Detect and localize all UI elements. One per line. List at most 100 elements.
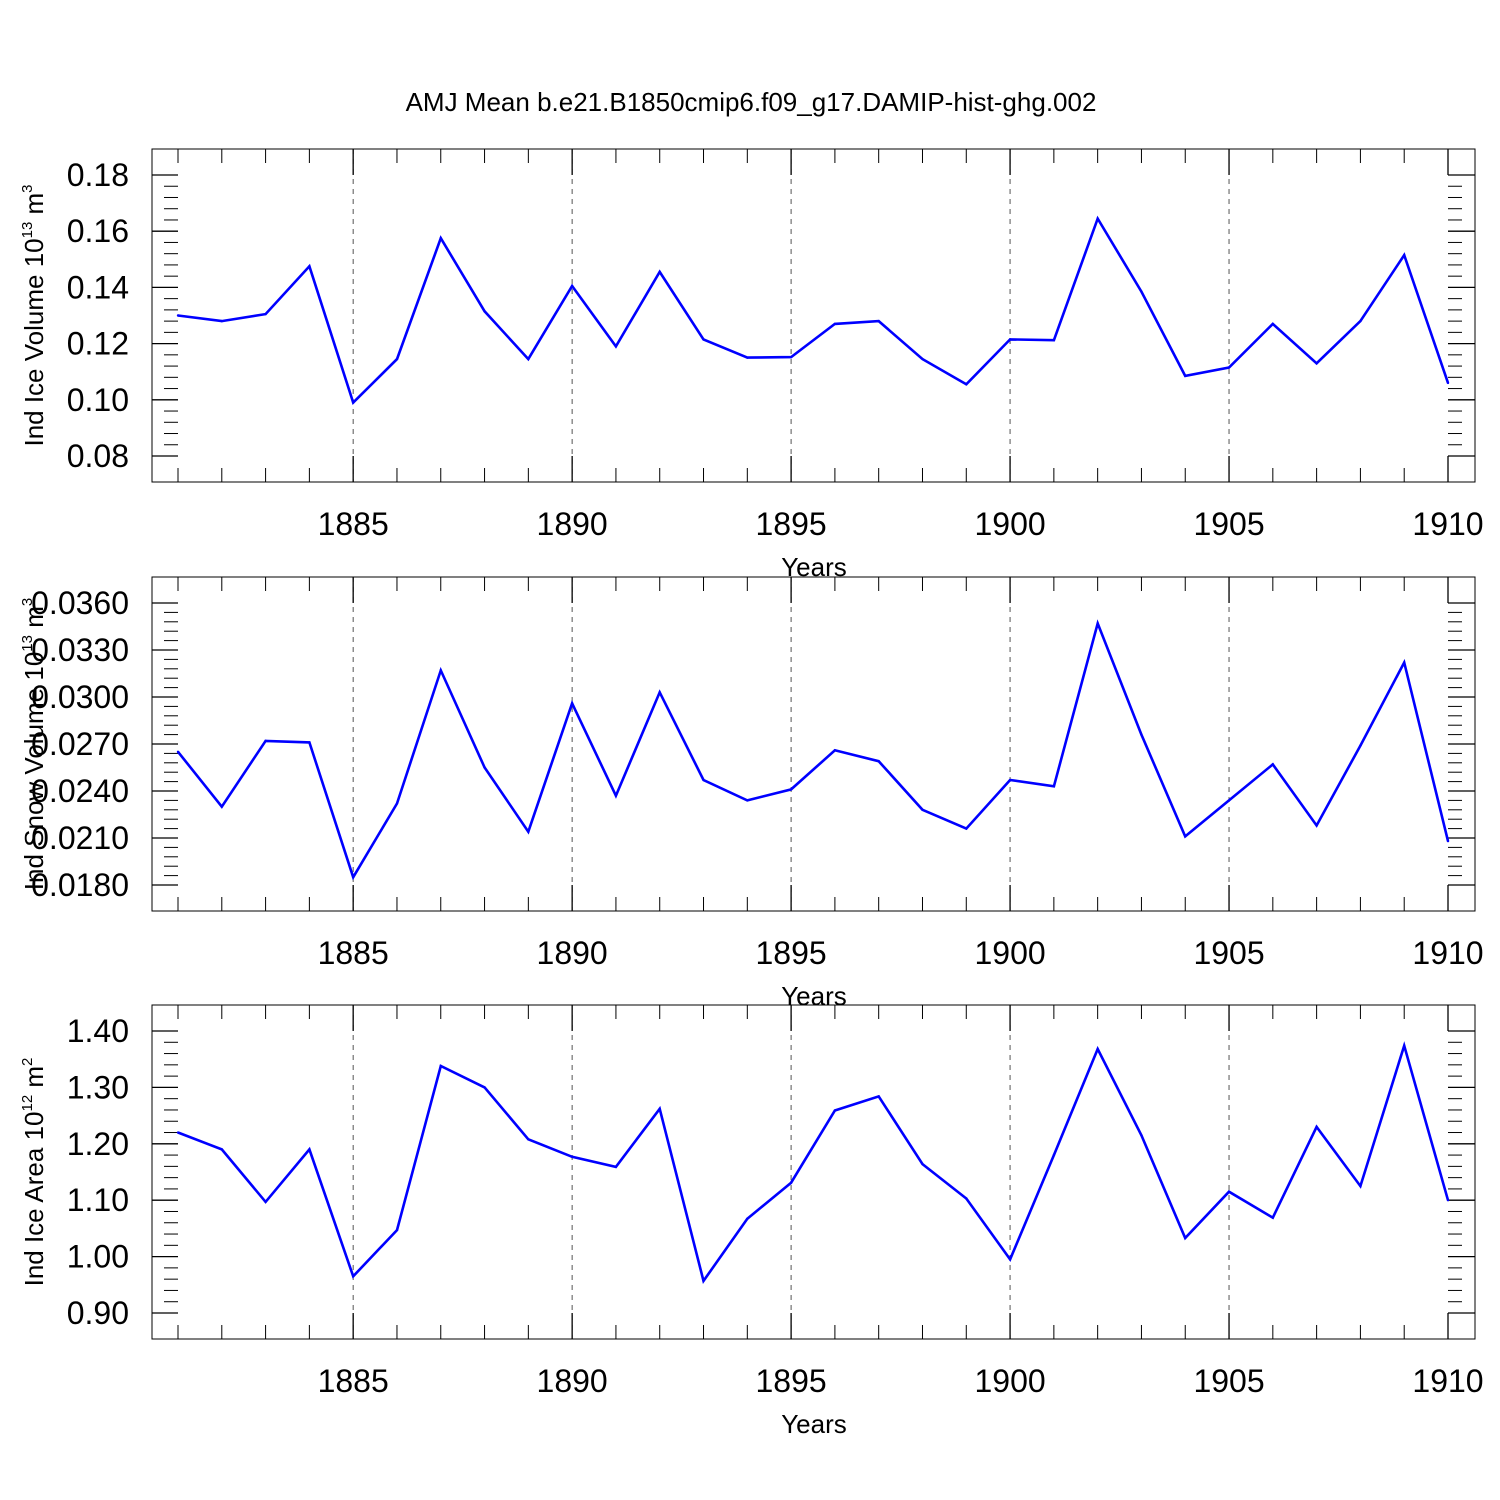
x-tick-label: 1890: [537, 1363, 608, 1399]
data-point: [1008, 338, 1012, 341]
y-axis-label: Ind Ice Volume 1013 m3: [19, 184, 49, 446]
x-tick-label: 1885: [318, 935, 389, 971]
y-axis-label-part: m: [19, 193, 49, 222]
data-point: [264, 312, 267, 316]
data-point: [395, 357, 399, 361]
data-point: [1359, 319, 1362, 323]
data-point: [176, 750, 180, 754]
data-point: [965, 383, 968, 386]
data-point: [921, 357, 924, 361]
data-point: [1315, 824, 1318, 827]
x-tick-label: 1885: [318, 506, 389, 542]
y-tick-label: 0.0270: [31, 726, 129, 762]
data-point: [1359, 744, 1362, 747]
x-tick-label: 1890: [537, 935, 608, 971]
data-point: [308, 1148, 311, 1151]
data-point: [1140, 290, 1143, 293]
y-tick-label: 1.40: [67, 1013, 129, 1049]
y-axis-label-part: 3: [19, 598, 36, 606]
data-point: [789, 1181, 793, 1184]
data-point: [921, 808, 924, 811]
series-line: [177, 215, 1450, 406]
y-axis-label-part: m: [19, 1066, 49, 1095]
y-tick-label: 1.00: [67, 1239, 129, 1275]
data-point: [1446, 381, 1450, 385]
y-tick-label: 0.90: [67, 1295, 129, 1331]
data-point: [1359, 1184, 1362, 1188]
y-axis-label: Ind Ice Area 1012 m2: [19, 1058, 49, 1287]
data-point: [746, 356, 749, 359]
y-axis-label-part: 2: [19, 1058, 36, 1066]
data-point: [220, 1148, 223, 1151]
y-tick-label: 1.20: [67, 1126, 129, 1162]
data-point: [351, 875, 355, 879]
data-point: [527, 1138, 530, 1141]
data-point: [395, 1228, 399, 1232]
y-axis-label-part: Ind Ice Area 10: [19, 1112, 49, 1287]
plot-frame: [151, 1004, 1476, 1340]
x-tick-label: 1895: [756, 506, 827, 542]
data-point: [1315, 362, 1318, 365]
data-point: [746, 1217, 749, 1221]
data-point: [1184, 374, 1187, 378]
data-point: [1096, 217, 1099, 220]
data-point: [1315, 1125, 1318, 1129]
y-tick-label: 0.0360: [31, 585, 129, 621]
figure-title: AMJ Mean b.e21.B1850cmip6.f09_g17.DAMIP-…: [406, 87, 1097, 117]
data-point: [833, 749, 837, 752]
data-point: [527, 830, 530, 833]
data-point: [395, 802, 399, 805]
data-point: [1052, 785, 1056, 788]
data-point: [570, 284, 574, 288]
data-point: [1271, 322, 1275, 326]
data-point: [1008, 1258, 1012, 1261]
x-tick-label: 1905: [1193, 506, 1264, 542]
data-point: [833, 322, 837, 326]
data-point: [746, 799, 749, 802]
data-point: [1403, 1044, 1406, 1047]
data-point: [439, 1064, 442, 1068]
data-point: [1227, 366, 1231, 369]
data-point: [877, 319, 880, 323]
data-point: [1403, 253, 1406, 257]
data-point: [789, 788, 793, 791]
y-axis-label-part: 13: [19, 222, 36, 239]
panel-3: 0.90 1.00 1.10 1.20 1.30 1.40 1885 1890 1895 1900…: [19, 1004, 1484, 1439]
data-point: [877, 760, 880, 763]
data-point: [351, 401, 355, 404]
data-point: [220, 805, 223, 808]
data-point: [1403, 661, 1406, 664]
x-tick-label: 1910: [1412, 1363, 1483, 1399]
data-point: [1184, 1236, 1187, 1240]
plot-frame: [151, 576, 1476, 912]
data-point: [264, 1200, 267, 1204]
data-point: [483, 310, 486, 313]
x-tick-label: 1885: [318, 1363, 389, 1399]
data-point: [1184, 835, 1187, 838]
data-point: [1227, 1190, 1231, 1193]
x-tick-label: 1900: [974, 935, 1045, 971]
panel-2: 0.0180 0.0210 0.0240 0.0270 0.0300 0.0330 0.03…: [19, 576, 1484, 1011]
data-point: [308, 265, 311, 268]
data-point: [1271, 1216, 1275, 1219]
x-tick-label: 1895: [756, 935, 827, 971]
y-tick-label: 0.0240: [31, 773, 129, 809]
data-point: [1140, 733, 1143, 736]
data-point: [965, 827, 968, 830]
y-tick-label: 1.30: [67, 1069, 129, 1105]
y-tick-label: 0.10: [67, 382, 129, 418]
series-line: [176, 619, 1450, 881]
panel-1: 0.08 0.10 0.12 0.14 0.16 0.18 1885 1890 1895 1900…: [19, 148, 1484, 582]
data-point: [176, 314, 180, 317]
data-point: [1096, 622, 1099, 625]
x-axis-label: Years: [781, 1409, 847, 1439]
series-line: [177, 1041, 1450, 1284]
y-tick-label: 0.08: [67, 438, 129, 474]
y-tick-label: 1.10: [67, 1182, 129, 1218]
data-point: [1008, 778, 1012, 782]
data-point: [351, 1275, 355, 1278]
data-point: [702, 778, 705, 782]
y-axis-label: Ind Snow Volume 1013 m3: [19, 598, 49, 890]
y-axis-label-part: m: [19, 606, 49, 635]
